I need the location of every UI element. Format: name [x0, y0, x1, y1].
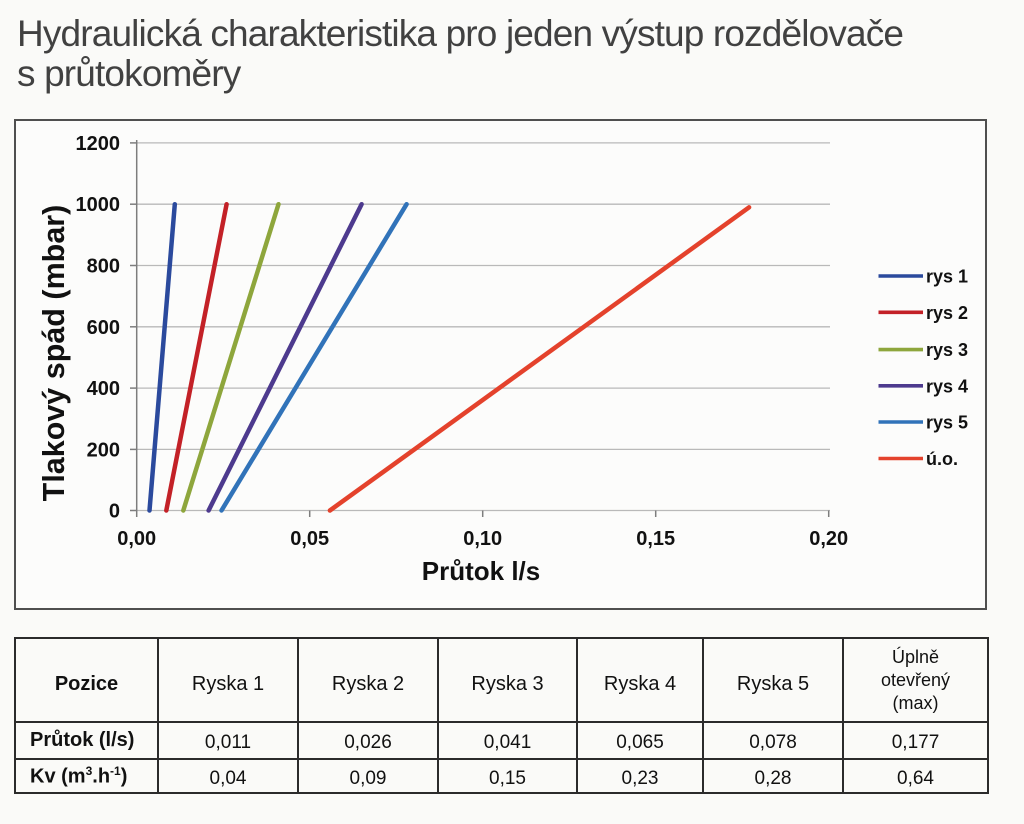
svg-text:rys 5: rys 5	[926, 413, 968, 433]
svg-text:0,00: 0,00	[117, 528, 156, 550]
svg-text:400: 400	[87, 378, 120, 400]
svg-text:Průtok l/s: Průtok l/s	[422, 556, 540, 586]
svg-text:600: 600	[87, 317, 120, 339]
svg-text:1200: 1200	[76, 133, 121, 155]
svg-text:800: 800	[87, 256, 120, 278]
svg-text:ú.o.: ú.o.	[926, 449, 958, 469]
svg-text:0: 0	[109, 501, 120, 523]
svg-text:rys 3: rys 3	[926, 340, 968, 360]
svg-text:Tlakový spád (mbar): Tlakový spád (mbar)	[37, 205, 71, 502]
svg-text:0,10: 0,10	[463, 528, 502, 550]
svg-text:rys 2: rys 2	[926, 303, 968, 323]
svg-text:0,20: 0,20	[809, 528, 848, 550]
svg-text:0,15: 0,15	[636, 528, 675, 550]
svg-text:0,05: 0,05	[290, 528, 329, 550]
svg-text:rys 4: rys 4	[926, 376, 968, 396]
svg-text:rys 1: rys 1	[926, 267, 968, 287]
svg-text:200: 200	[87, 439, 120, 461]
svg-text:1000: 1000	[76, 194, 121, 216]
